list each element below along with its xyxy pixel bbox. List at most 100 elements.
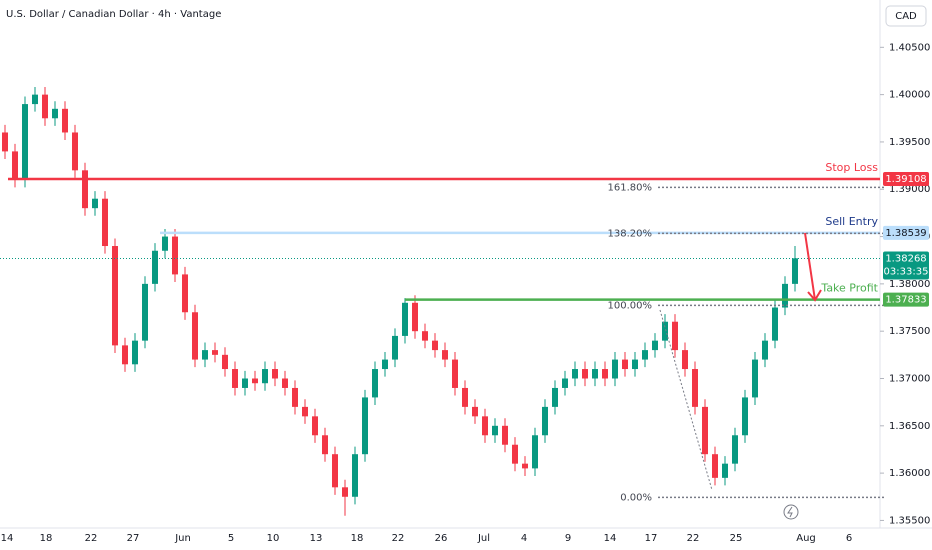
level-name: Stop Loss — [825, 161, 878, 174]
level-tag — [883, 225, 929, 240]
x-tick-label: 5 — [228, 533, 234, 544]
alert-icon[interactable] — [783, 504, 799, 520]
candle-body — [2, 132, 8, 152]
x-tick-label: Aug — [796, 533, 816, 544]
y-tick-label: 1.40000 — [889, 90, 930, 101]
candle-body — [412, 302, 418, 332]
candle-body — [522, 463, 528, 469]
candle-body — [422, 331, 428, 341]
y-tick-label: 1.37500 — [889, 326, 930, 337]
x-tick-label: 6 — [846, 533, 852, 544]
candle-body — [492, 425, 498, 436]
candle-body — [282, 378, 288, 388]
candle-body — [692, 369, 698, 407]
candle-body — [382, 359, 388, 370]
candle-body — [72, 132, 78, 171]
candle-body — [322, 435, 328, 455]
candle-body — [22, 104, 28, 180]
candle-body — [142, 283, 148, 341]
candle-body — [632, 359, 638, 370]
countdown: 03:33:35 — [884, 267, 929, 278]
candle-body — [162, 236, 168, 251]
level-price: 1.37833 — [885, 295, 926, 306]
candle-body — [132, 340, 138, 365]
y-tick-label: 1.36500 — [889, 421, 930, 432]
y-tick-label: 1.40500 — [889, 42, 930, 53]
candle-body — [662, 321, 668, 341]
x-tick-label: 22 — [392, 533, 405, 544]
candle-body — [782, 283, 788, 308]
x-tick-label: 13 — [310, 533, 323, 544]
candle-body — [512, 444, 518, 464]
candle-body — [342, 487, 348, 497]
candle-body — [62, 108, 68, 133]
candle-body — [442, 350, 448, 360]
candle-body — [402, 302, 408, 336]
candle-body — [232, 369, 238, 388]
alert-icon — [787, 506, 793, 518]
level-tag — [883, 292, 929, 307]
currency-label: CAD — [895, 11, 917, 22]
fib-anchor — [659, 309, 713, 491]
candle-body — [572, 369, 578, 379]
candle-body — [582, 369, 588, 379]
candle-body — [772, 307, 778, 341]
candle-body — [762, 340, 768, 360]
x-tick-label: 22 — [687, 533, 700, 544]
currency-button[interactable] — [885, 5, 927, 27]
level-name: Sell Entry — [825, 215, 878, 228]
candle-body — [52, 108, 58, 119]
candle-body — [192, 312, 198, 360]
candle-body — [352, 454, 358, 497]
candle-body — [252, 378, 258, 384]
x-tick-label: 22 — [85, 533, 98, 544]
candle-body — [112, 246, 118, 346]
candle-body — [122, 345, 128, 365]
arrow-head — [807, 289, 822, 302]
candle-body — [392, 335, 398, 360]
candle-body — [642, 350, 648, 360]
fib-label: 138.20% — [608, 228, 653, 239]
x-tick-label: Jun — [174, 533, 191, 544]
candle-body — [542, 406, 548, 436]
candle-body — [212, 350, 218, 355]
candle-body — [102, 198, 108, 247]
y-tick-label: 1.35500 — [889, 515, 930, 526]
candle-body — [152, 250, 158, 284]
candle-body — [672, 321, 678, 351]
candle-body — [242, 378, 248, 388]
candle-body — [172, 236, 178, 275]
candle-body — [552, 387, 558, 407]
candle-body — [712, 454, 718, 478]
x-tick-label: 18 — [351, 533, 364, 544]
y-tick-label: 1.38000 — [889, 279, 930, 290]
level-price: 1.39108 — [885, 174, 926, 185]
y-tick-label: 1.37000 — [889, 373, 930, 384]
candle-body — [82, 170, 88, 209]
candle-body — [32, 94, 38, 105]
candle-body — [732, 435, 738, 464]
candle-body — [452, 359, 458, 388]
candle-body — [92, 198, 98, 209]
candle-body — [222, 354, 228, 370]
candle-body — [602, 369, 608, 379]
candle-body — [12, 151, 18, 180]
level-name: Take Profit — [820, 282, 878, 295]
candle-body — [292, 387, 298, 407]
candle-body — [462, 387, 468, 407]
candle-body — [742, 397, 748, 436]
candle-body — [502, 425, 508, 445]
candle-body — [482, 416, 488, 436]
candle-body — [182, 274, 188, 313]
candle-body — [362, 397, 368, 455]
x-tick-label: 25 — [730, 533, 743, 544]
candle-body — [682, 350, 688, 370]
candle-body — [262, 369, 268, 384]
fib-label: 161.80% — [608, 182, 653, 193]
y-tick-label: 1.39000 — [889, 184, 930, 195]
arrow — [804, 232, 816, 301]
candle-body — [592, 369, 598, 379]
chart-title: U.S. Dollar / Canadian Dollar · 4h · Van… — [6, 9, 221, 20]
x-tick-label: 17 — [645, 533, 658, 544]
